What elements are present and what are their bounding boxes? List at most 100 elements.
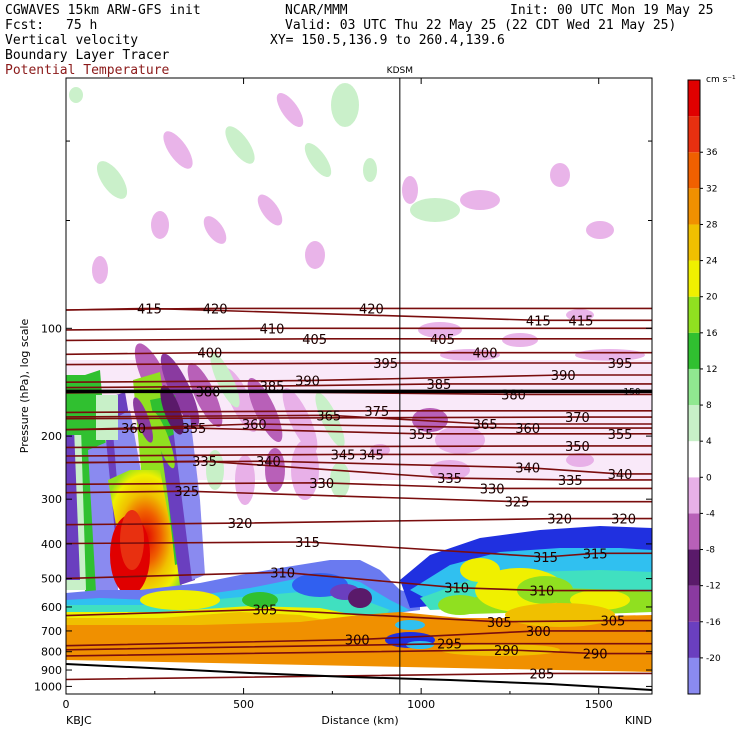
theta-label: 295 bbox=[437, 638, 462, 653]
colorbar: -20 -16 -12 -8 -4 0 4 8 12 16 20 24 28 32 36 bbox=[687, 79, 721, 695]
theta-contour-line bbox=[66, 630, 652, 647]
theta-label: 410 bbox=[260, 322, 285, 337]
forecast-hour: 75 h bbox=[66, 18, 98, 33]
theta-label: 355 bbox=[409, 428, 434, 443]
cross-section-endpoints: XY= 150.5,136.9 to 260.4,139.6 bbox=[270, 33, 505, 48]
y-tick-label: 400 bbox=[41, 538, 62, 551]
theta-label: 365 bbox=[316, 409, 341, 424]
colorbar-tick-label: -8 bbox=[706, 546, 715, 556]
theta-contour-line bbox=[66, 338, 652, 342]
theta-label: 325 bbox=[505, 496, 530, 511]
y-tick-label: 500 bbox=[41, 573, 62, 586]
x-tick-label: 500 bbox=[233, 698, 254, 711]
org-label: NCAR/MMM bbox=[285, 3, 348, 18]
theta-contour-line bbox=[66, 541, 652, 558]
theta-label: 310 bbox=[444, 582, 469, 597]
theta-contour-line bbox=[66, 374, 652, 383]
theta-label: 390 bbox=[295, 375, 320, 390]
y-tick-label: 300 bbox=[41, 493, 62, 506]
theta-contour-line bbox=[66, 642, 652, 651]
colorbar-swatch bbox=[688, 152, 700, 189]
theta-label: 310 bbox=[529, 585, 554, 600]
colorbar-swatch bbox=[688, 441, 700, 478]
station-marker-label: KDSM bbox=[387, 66, 413, 76]
theta-contour-line bbox=[66, 460, 652, 475]
theta-label: 320 bbox=[611, 513, 636, 528]
y-axis-label: Pressure (hPa), log scale bbox=[18, 319, 31, 454]
field-shading bbox=[66, 83, 652, 694]
theta-label: 340 bbox=[256, 455, 281, 470]
theta-label: 300 bbox=[345, 634, 370, 649]
theta-label: 355 bbox=[181, 422, 206, 437]
colorbar-tick-label: -4 bbox=[706, 509, 715, 519]
theta-label: 290 bbox=[583, 648, 608, 663]
theta-label: 325 bbox=[174, 485, 199, 500]
theta-label: 330 bbox=[480, 482, 505, 497]
colorbar-unit: cm s⁻¹ bbox=[706, 75, 736, 85]
colorbar-swatch bbox=[688, 224, 700, 261]
theta-label: 300 bbox=[526, 625, 551, 640]
colorbar-swatch bbox=[688, 188, 700, 225]
theta-label: 360 bbox=[515, 422, 540, 437]
stratospheric-velocity-blobs bbox=[69, 83, 645, 361]
theta-label: 305 bbox=[601, 615, 626, 630]
theta-label: 345 bbox=[331, 448, 356, 463]
theta-contour-line bbox=[66, 453, 652, 457]
valid-time: Valid: 03 UTC Thu 22 May 25 (22 CDT Wed … bbox=[285, 18, 677, 33]
theta-label: 330 bbox=[309, 477, 334, 492]
theta-label: 350 bbox=[565, 440, 590, 455]
field-potential-temperature: Potential Temperature bbox=[5, 63, 170, 78]
y-axis: 100 200 300 400 500 600 700 800 900 1000 bbox=[34, 140, 652, 693]
y-tick-label: 600 bbox=[41, 601, 62, 614]
colorbar-swatch bbox=[688, 116, 700, 153]
theta-label: 355 bbox=[608, 428, 633, 443]
init-time: Init: 00 UTC Mon 19 May 25 bbox=[510, 3, 714, 18]
x-tick-label: 0 bbox=[63, 698, 70, 711]
theta-contour-line bbox=[66, 481, 652, 490]
potential-temperature-labels: 415 420 420 415 415 410 405 405 400 400 395 395 390 3… bbox=[121, 302, 636, 682]
y-tick-label: 200 bbox=[41, 430, 62, 443]
colorbar-swatch bbox=[688, 332, 700, 369]
colorbar-swatch bbox=[688, 405, 700, 442]
y-tick-label: 700 bbox=[41, 625, 62, 638]
potential-temperature-contours bbox=[66, 307, 652, 681]
theta-label: 415 bbox=[569, 314, 594, 329]
y-tick-label: 800 bbox=[41, 646, 62, 659]
x-left-endpoint-label: KBJC bbox=[66, 714, 92, 727]
plot-frame bbox=[65, 77, 653, 695]
colorbar-tick-label: 20 bbox=[706, 293, 718, 303]
theta-label: 335 bbox=[558, 474, 583, 489]
theta-contour-line bbox=[66, 608, 652, 623]
colorbar-tick-label: -20 bbox=[706, 654, 721, 664]
theta-contour-line bbox=[66, 362, 652, 366]
x-tick-label: 1000 bbox=[407, 698, 435, 711]
colorbar-swatch bbox=[688, 80, 700, 117]
theta-label: 415 bbox=[137, 302, 162, 317]
colorbar-swatch bbox=[688, 368, 700, 406]
theta-label: 400 bbox=[473, 347, 498, 362]
theta-contour-line bbox=[66, 351, 652, 356]
y-tick-label: 900 bbox=[41, 664, 62, 677]
theta-label: 320 bbox=[547, 513, 572, 528]
theta-contour-line bbox=[66, 571, 652, 592]
theta-label: 345 bbox=[359, 448, 384, 463]
colorbar-tick-label: 32 bbox=[706, 184, 717, 194]
theta-label: 370 bbox=[565, 411, 590, 426]
theta-label: 405 bbox=[430, 333, 455, 348]
theta-label: 365 bbox=[473, 418, 498, 433]
theta-label: 375 bbox=[364, 405, 389, 420]
theta-label: 420 bbox=[359, 302, 384, 317]
model-title: CGWAVES 15km ARW-GFS init bbox=[5, 3, 201, 18]
colorbar-tick-label: 16 bbox=[706, 329, 718, 339]
colorbar-swatch bbox=[688, 260, 700, 297]
theta-contour-line bbox=[66, 517, 652, 526]
colorbar-tick-label: 4 bbox=[706, 437, 712, 447]
theta-label: 290 bbox=[494, 644, 519, 659]
theta-label: 310 bbox=[270, 566, 295, 581]
colorbar-tick-label: 8 bbox=[706, 401, 712, 411]
x-axis: 0 500 1000 1500 bbox=[63, 78, 613, 711]
colorbar-swatch bbox=[688, 296, 700, 333]
theta-label: 340 bbox=[515, 462, 540, 477]
theta-contour-line bbox=[66, 427, 652, 435]
